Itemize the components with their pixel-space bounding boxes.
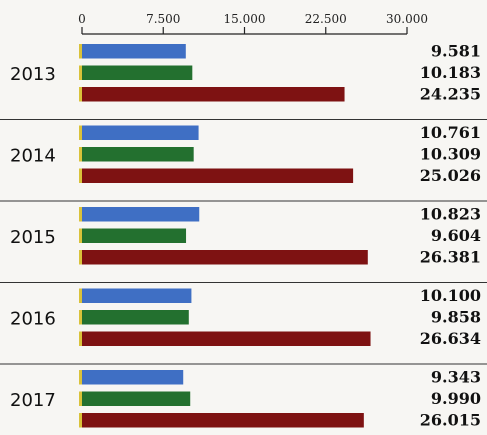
value-label: 26.381 (420, 248, 481, 267)
bar-edge (79, 331, 82, 346)
bar (82, 288, 192, 303)
value-label: 24.235 (420, 85, 481, 104)
year-label: 2014 (10, 146, 56, 167)
bar (82, 65, 193, 80)
year-label: 2016 (10, 309, 56, 330)
value-label: 10.761 (420, 123, 481, 142)
value-label: 9.990 (431, 389, 481, 408)
bar-edge (79, 391, 82, 406)
bar-edge (79, 413, 82, 428)
x-tick-label: 0 (78, 12, 86, 26)
bar (82, 370, 184, 385)
bar (82, 250, 368, 265)
year-label: 2015 (10, 227, 56, 248)
bar-edge (79, 207, 82, 222)
x-tick-label: 15.000 (224, 12, 266, 26)
x-axis: 0 7.500 15.000 22.500 30.000 (78, 12, 428, 35)
bar (82, 413, 364, 428)
bar (82, 207, 200, 222)
bar-groups: 2013 9.581 10.183 24.235 2014 10.761 10.309 25.… (0, 42, 487, 430)
bar-edge (79, 168, 82, 183)
year-label: 2017 (10, 390, 56, 411)
bar (82, 125, 199, 140)
year-group: 2017 9.343 9.990 26.015 (10, 368, 481, 430)
value-label: 26.015 (420, 411, 481, 430)
bar-edge (79, 147, 82, 162)
year-group: 2015 10.823 9.604 26.381 (0, 205, 487, 283)
bar-edge (79, 310, 82, 325)
bar-edge (79, 125, 82, 140)
bar-edge (79, 228, 82, 243)
bar-edge (79, 44, 82, 59)
year-label: 2013 (10, 64, 56, 85)
value-label: 9.343 (431, 368, 481, 387)
year-group: 2013 9.581 10.183 24.235 (0, 42, 487, 120)
x-tick-label: 22.500 (305, 12, 347, 26)
bar-edge (79, 87, 82, 102)
year-group: 2014 10.761 10.309 25.026 (0, 123, 487, 202)
bar (82, 147, 194, 162)
value-label: 9.858 (431, 308, 481, 327)
bar-edge (79, 65, 82, 80)
value-label: 9.604 (431, 226, 481, 245)
value-label: 26.634 (420, 329, 481, 348)
bar-edge (79, 370, 82, 385)
year-group: 2016 10.100 9.858 26.634 (0, 286, 487, 365)
bar (82, 87, 345, 102)
bar (82, 310, 189, 325)
x-tick-label: 30.000 (386, 12, 428, 26)
value-label: 25.026 (420, 166, 481, 185)
x-tick-label: 7.500 (146, 12, 180, 26)
bar (82, 228, 187, 243)
value-label: 9.581 (431, 42, 481, 61)
bar-edge (79, 250, 82, 265)
bar-edge (79, 288, 82, 303)
value-label: 10.309 (420, 145, 481, 164)
value-label: 10.823 (420, 205, 481, 224)
value-label: 10.100 (420, 286, 481, 305)
bar (82, 168, 354, 183)
bar (82, 44, 186, 59)
value-label: 10.183 (420, 63, 481, 82)
bar (82, 391, 191, 406)
bar (82, 331, 371, 346)
